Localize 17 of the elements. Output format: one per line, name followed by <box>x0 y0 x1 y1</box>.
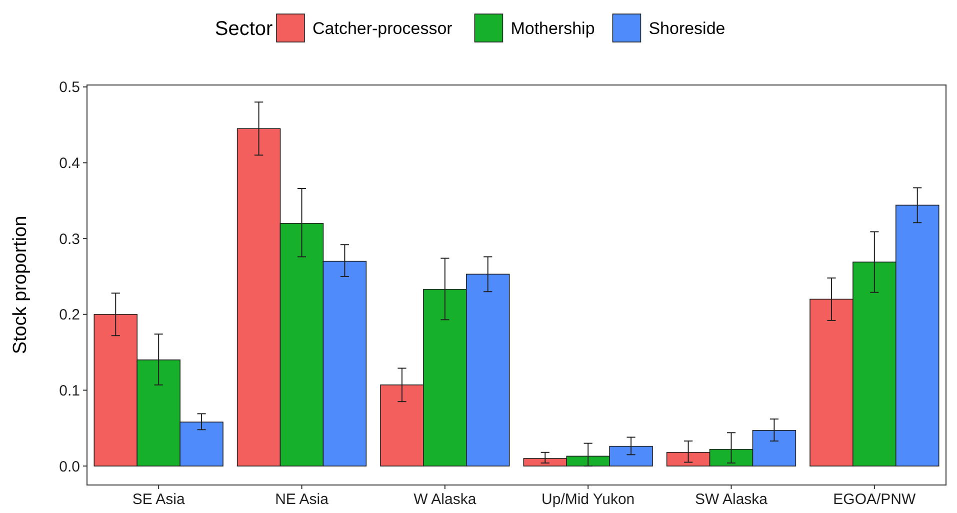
y-tick-label: 0.4 <box>59 154 80 172</box>
x-tick-label: SW Alaska <box>694 491 768 508</box>
x-tick-label: NE Asia <box>275 491 330 508</box>
x-tick-label: W Alaska <box>414 491 477 508</box>
legend-title: Sector <box>214 18 274 40</box>
legend-label: Catcher-processor <box>312 18 453 38</box>
legend-label: Mothership <box>510 18 595 38</box>
x-tick-label: Up/Mid Yukon <box>542 491 635 508</box>
x-tick-label: EGOA/PNW <box>833 491 917 508</box>
y-tick-label: 0.5 <box>59 79 80 96</box>
y-tick-label: 0.0 <box>59 458 80 476</box>
x-tick-label: SE Asia <box>132 491 186 508</box>
y-tick-label: 0.3 <box>59 230 80 248</box>
y-tick-label: 0.1 <box>59 382 80 400</box>
legend-label: Shoreside <box>648 18 726 38</box>
y-tick-label: 0.2 <box>59 306 80 324</box>
y-axis-title: Stock proportion <box>10 216 31 354</box>
